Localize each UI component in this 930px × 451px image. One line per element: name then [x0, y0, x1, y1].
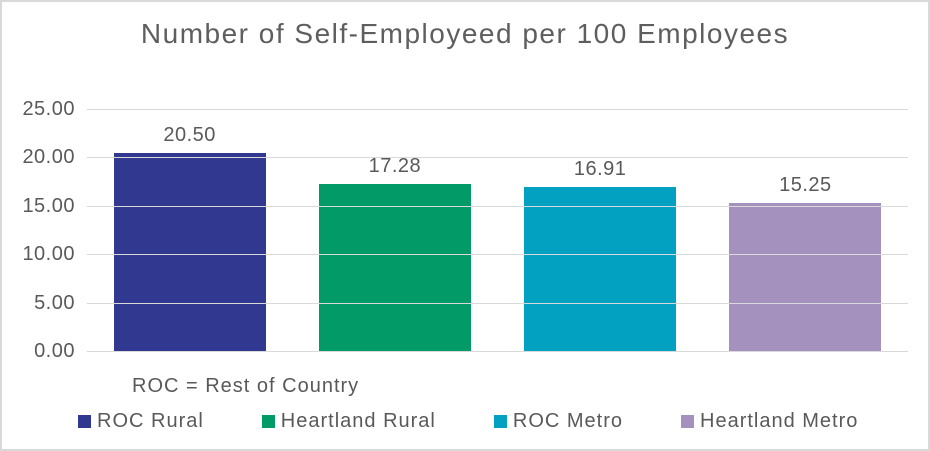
bar-heartland-rural — [318, 183, 471, 351]
legend: ROC Rural Heartland Rural ROC Metro Heartla… — [78, 410, 858, 433]
legend-label: Heartland Rural — [280, 410, 436, 432]
data-label-roc-metro: 16.91 — [573, 158, 627, 181]
bars-container: 20.50 17.28 16.91 15.25 — [87, 109, 908, 351]
legend-swatch-icon — [681, 415, 694, 428]
category-heartland-metro: 15.25 — [703, 109, 908, 351]
gridline-15.00 — [87, 205, 908, 207]
category-heartland-rural: 17.28 — [292, 109, 497, 351]
legend-item-roc-rural: ROC Rural — [78, 410, 204, 433]
chart-title: Number of Self-Employeed per 100 Employe… — [140, 18, 790, 49]
bar-heartland-metro — [729, 203, 882, 351]
legend-item-heartland-metro: Heartland Metro — [681, 410, 858, 433]
category-roc-metro: 16.91 — [498, 109, 703, 351]
gridline-0.00 — [87, 351, 908, 352]
y-tick-label-5.00: 5.00 — [34, 291, 75, 314]
bar-roc-rural — [113, 152, 266, 351]
legend-label: ROC Metro — [512, 410, 623, 432]
legend-label: Heartland Metro — [700, 410, 859, 432]
plot-area: 20.50 17.28 16.91 15.25 — [87, 109, 908, 352]
category-roc-rural: 20.50 — [87, 109, 292, 351]
y-tick-label-10.00: 10.00 — [22, 243, 75, 266]
legend-item-roc-metro: ROC Metro — [493, 410, 623, 433]
y-tick-label-25.00: 25.00 — [22, 98, 75, 120]
gridline-5.00 — [87, 302, 908, 304]
gridline-25.00 — [87, 109, 908, 110]
y-tick-label-20.00: 20.00 — [22, 146, 75, 169]
gridline-20.00 — [87, 157, 908, 159]
data-label-roc-rural: 20.50 — [163, 123, 216, 146]
data-label-heartland-metro: 15.25 — [779, 174, 832, 197]
bar-roc-metro — [524, 187, 677, 351]
legend-swatch-icon — [78, 415, 91, 428]
gridline-10.00 — [87, 254, 908, 256]
y-tick-label-15.00: 15.00 — [22, 194, 75, 217]
data-label-heartland-rural: 17.28 — [368, 154, 422, 177]
y-tick-label-0.00: 0.00 — [34, 340, 75, 362]
legend-label: ROC Rural — [97, 410, 204, 432]
legend-swatch-icon — [493, 415, 507, 428]
footnote: ROC = Rest of Country — [132, 375, 360, 397]
legend-swatch-icon — [261, 415, 275, 428]
legend-item-heartland-rural: Heartland Rural — [261, 410, 436, 433]
